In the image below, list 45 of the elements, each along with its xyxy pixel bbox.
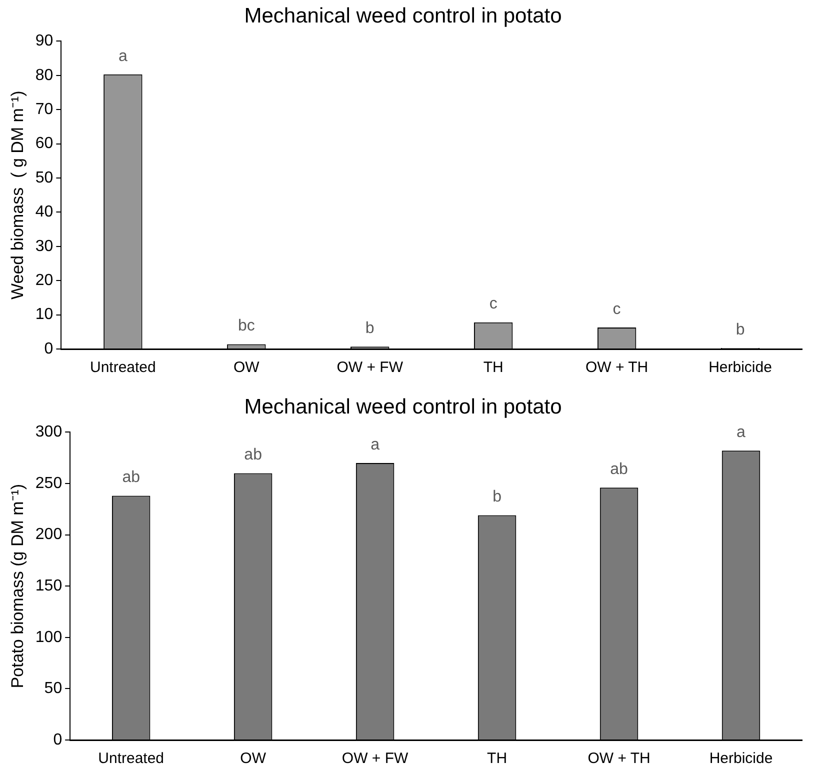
y-tick-label: 10 [35,306,54,324]
annotation: a [370,436,380,454]
y-tick-label: 70 [35,101,54,118]
y-tick-label: 150 [35,578,62,595]
y-axis-title: Potato biomass (g DM m⁻¹) [8,484,27,688]
y-tick-label: 80 [35,66,54,84]
y-tick-label: 250 [35,474,62,492]
y-tick-label: 20 [35,272,54,290]
x-tick-label: Untreated [98,750,164,768]
x-tick-label: OW + TH [588,750,650,768]
y-tick-label: 60 [35,135,54,152]
x-tick-label: Untreated [90,359,156,376]
x-tick-label: OW + FW [336,359,404,376]
annotation: ab [122,469,140,486]
y-tick-label: 50 [44,680,62,698]
y-tick-label: 200 [35,526,62,544]
x-tick-label: OW + FW [342,750,410,768]
y-tick-label: 50 [35,169,54,186]
annotation: bc [238,318,255,335]
y-tick-label: 100 [35,628,62,646]
chart-title: Mechanical weed control in potato [244,4,562,28]
y-axis-title: Weed biomass ( g DM m⁻¹) [8,90,27,300]
annotation: b [492,488,502,506]
x-tick-label: OW [240,750,267,768]
y-tick-label: 0 [44,340,54,358]
annotation: c [489,296,498,313]
x-tick-label: Herbicide [708,359,772,376]
x-tick-label: Herbicide [709,750,773,768]
y-tick-label: 0 [53,731,62,748]
annotation: ab [244,446,262,464]
y-tick-label: 40 [35,204,54,221]
y-tick-label: 30 [35,238,54,255]
annotation: a [736,424,746,442]
x-tick-label: TH [487,750,508,768]
x-tick-label: OW [233,359,260,376]
y-tick-label: 300 [35,424,62,441]
annotation: b [736,321,745,338]
x-tick-label: OW + TH [585,359,648,376]
annotation: b [365,320,374,338]
chart-title: Mechanical weed control in potato [244,395,562,418]
x-tick-label: TH [483,359,504,376]
annotation: ab [610,461,628,478]
annotation: a [118,48,128,65]
y-tick-label: 90 [35,32,54,50]
annotation: c [612,300,621,318]
